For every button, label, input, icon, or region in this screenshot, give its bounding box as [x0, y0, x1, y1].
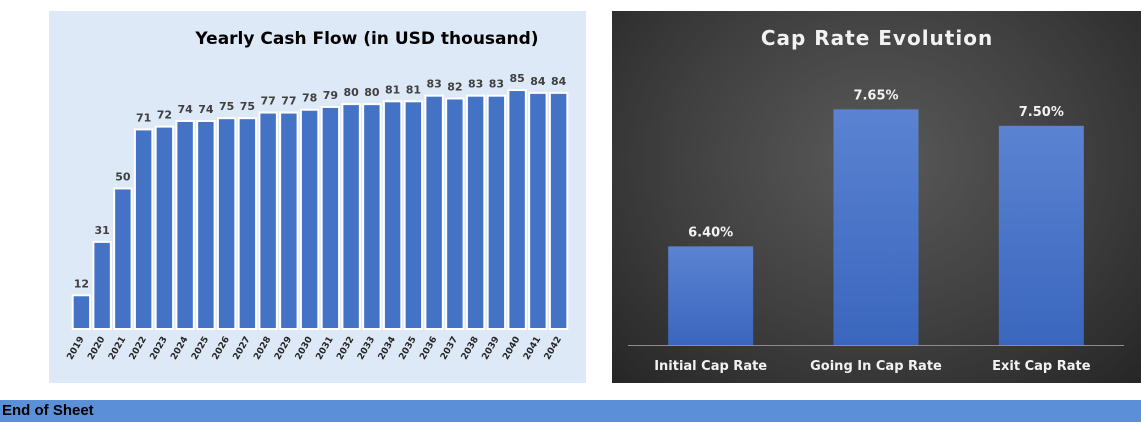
cash-flow-bar: [299, 108, 320, 330]
cash-flow-bar: [133, 128, 154, 330]
cash-flow-data-label: 72: [157, 109, 172, 122]
cash-flow-bar: [548, 91, 569, 330]
cash-flow-year-tick: 2031: [315, 335, 336, 362]
cash-flow-data-label: 82: [447, 80, 462, 93]
cash-flow-data-label: 83: [489, 78, 504, 91]
cap-rate-category-label: Exit Cap Rate: [992, 359, 1091, 374]
cap-rate-svg: Cap Rate Evolution 6.40% Initial Cap Rate…: [628, 26, 1124, 374]
cash-flow-bar: [486, 94, 507, 330]
cash-flow-data-label: 84: [551, 75, 567, 88]
cash-flow-data-label: 50: [115, 170, 131, 183]
cash-flow-bar: [320, 105, 341, 330]
cash-flow-bar: [175, 119, 195, 330]
cash-flow-year-tick: 2024: [169, 335, 190, 362]
cash-flow-data-label: 80: [364, 86, 380, 99]
cash-flow-bar: [403, 100, 424, 330]
cash-flow-data-label: 81: [385, 83, 400, 96]
cash-flow-data-label: 77: [281, 95, 296, 108]
cash-flow-year-tick: 2030: [294, 335, 315, 362]
cash-flow-data-label: 79: [323, 89, 338, 102]
cash-flow-year-tick: 2029: [273, 335, 294, 362]
cash-flow-year-tick: 2019: [66, 335, 87, 362]
end-of-sheet-bar: End of Sheet: [0, 400, 1141, 422]
cap-rate-bar: [998, 125, 1084, 345]
cash-flow-data-label: 75: [219, 100, 234, 113]
cash-flow-year-tick: 2036: [418, 335, 439, 362]
cash-flow-data-label: 77: [260, 95, 275, 108]
cash-flow-chart-title: Yearly Cash Flow (in USD thousand): [194, 29, 538, 49]
cash-flow-data-label: 78: [302, 92, 317, 105]
cash-flow-bar: [445, 97, 465, 330]
cash-flow-data-label: 12: [74, 277, 89, 290]
cash-flow-bar: [528, 91, 548, 330]
cash-flow-year-tick: 2023: [149, 335, 170, 362]
cash-flow-bar: [216, 117, 237, 330]
cash-flow-bar: [341, 103, 361, 330]
cash-flow-year-tick: 2042: [543, 335, 564, 362]
cash-flow-bar: [154, 125, 175, 330]
cash-flow-bar: [507, 89, 527, 330]
cash-flow-data-label: 80: [343, 86, 359, 99]
cash-flow-year-tick: 2039: [481, 335, 502, 362]
cash-flow-bar: [279, 111, 299, 330]
cash-flow-year-tick: 2028: [252, 335, 273, 362]
cap-rate-bar: [833, 109, 919, 345]
cash-flow-year-tick: 2020: [86, 335, 107, 362]
cash-flow-data-label: 75: [240, 100, 255, 113]
cash-flow-data-label: 74: [198, 103, 214, 116]
cash-flow-data-label: 81: [406, 83, 421, 96]
cash-flow-bar: [465, 94, 486, 330]
cap-rate-bar: [668, 246, 754, 345]
cap-rate-data-label: 7.50%: [1019, 105, 1064, 120]
cash-flow-bar: [71, 294, 92, 330]
cash-flow-data-label: 83: [426, 78, 441, 91]
cash-flow-bar: [196, 119, 216, 330]
yearly-cash-flow-svg: Yearly Cash Flow (in USD thousand) 12 201…: [66, 29, 569, 362]
cash-flow-bar: [92, 240, 112, 331]
cap-rate-chart: Cap Rate Evolution 6.40% Initial Cap Rate…: [612, 11, 1141, 383]
cash-flow-year-tick: 2033: [356, 335, 377, 362]
cash-flow-bar: [382, 100, 403, 330]
cash-flow-year-tick: 2027: [232, 335, 253, 362]
cap-rate-data-label: 7.65%: [853, 88, 898, 103]
cash-flow-year-tick: 2041: [522, 335, 543, 362]
cash-flow-data-label: 31: [94, 224, 109, 237]
cash-flow-year-tick: 2034: [377, 335, 398, 362]
cash-flow-data-label: 74: [177, 103, 193, 116]
cash-flow-bar: [362, 103, 382, 330]
cash-flow-year-tick: 2022: [128, 335, 149, 362]
cap-rate-category-label: Initial Cap Rate: [654, 359, 767, 374]
yearly-cash-flow-chart: Yearly Cash Flow (in USD thousand) 12 201…: [49, 11, 586, 383]
cash-flow-data-label: 84: [530, 75, 546, 88]
cash-flow-data-label: 85: [509, 72, 524, 85]
cash-flow-year-tick: 2032: [335, 335, 356, 362]
cash-flow-bar: [258, 111, 278, 330]
cash-flow-bar: [113, 187, 133, 330]
cash-flow-bar: [424, 94, 444, 330]
cap-rate-chart-title: Cap Rate Evolution: [761, 26, 993, 50]
cash-flow-data-label: 83: [468, 78, 483, 91]
cash-flow-year-tick: 2026: [211, 335, 232, 362]
cap-rate-category-label: Going In Cap Rate: [810, 359, 942, 374]
cash-flow-year-tick: 2037: [439, 335, 460, 362]
cash-flow-data-label: 71: [136, 111, 151, 124]
cash-flow-bar: [237, 117, 258, 330]
cash-flow-year-tick: 2025: [190, 335, 211, 362]
cash-flow-year-tick: 2021: [107, 335, 128, 362]
cap-rate-data-label: 6.40%: [688, 225, 733, 240]
cash-flow-year-tick: 2035: [398, 335, 419, 362]
cash-flow-year-tick: 2040: [501, 335, 522, 362]
cash-flow-year-tick: 2038: [460, 335, 481, 362]
